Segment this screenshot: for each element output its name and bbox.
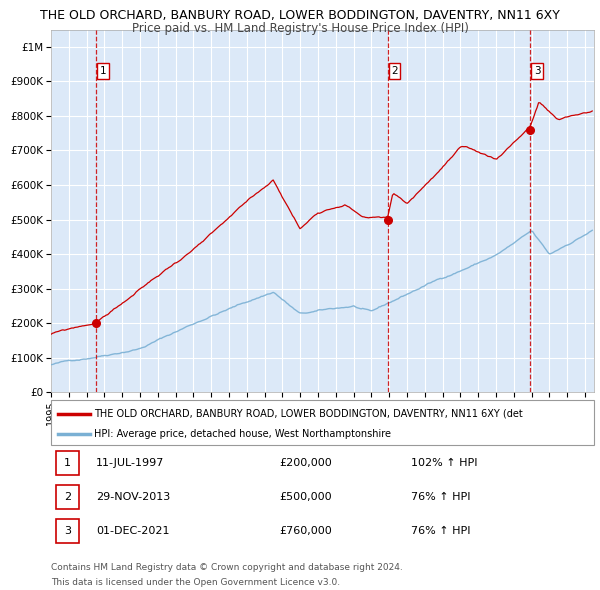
Text: 3: 3: [534, 66, 541, 76]
Text: 11-JUL-1997: 11-JUL-1997: [96, 458, 164, 468]
Text: 2: 2: [64, 492, 71, 502]
Text: 76% ↑ HPI: 76% ↑ HPI: [411, 492, 470, 502]
Text: £500,000: £500,000: [279, 492, 332, 502]
Text: THE OLD ORCHARD, BANBURY ROAD, LOWER BODDINGTON, DAVENTRY, NN11 6XY: THE OLD ORCHARD, BANBURY ROAD, LOWER BOD…: [40, 9, 560, 22]
Text: 1: 1: [64, 458, 71, 468]
Text: 76% ↑ HPI: 76% ↑ HPI: [411, 526, 470, 536]
Text: THE OLD ORCHARD, BANBURY ROAD, LOWER BODDINGTON, DAVENTRY, NN11 6XY (det: THE OLD ORCHARD, BANBURY ROAD, LOWER BOD…: [94, 409, 523, 419]
Text: 01-DEC-2021: 01-DEC-2021: [96, 526, 170, 536]
Text: 2: 2: [391, 66, 398, 76]
Text: 102% ↑ HPI: 102% ↑ HPI: [411, 458, 478, 468]
Text: 1: 1: [100, 66, 106, 76]
Text: Price paid vs. HM Land Registry's House Price Index (HPI): Price paid vs. HM Land Registry's House …: [131, 22, 469, 35]
Text: This data is licensed under the Open Government Licence v3.0.: This data is licensed under the Open Gov…: [51, 578, 340, 587]
Text: HPI: Average price, detached house, West Northamptonshire: HPI: Average price, detached house, West…: [94, 429, 391, 439]
Text: 29-NOV-2013: 29-NOV-2013: [96, 492, 170, 502]
Text: Contains HM Land Registry data © Crown copyright and database right 2024.: Contains HM Land Registry data © Crown c…: [51, 563, 403, 572]
Text: £760,000: £760,000: [279, 526, 332, 536]
Text: 3: 3: [64, 526, 71, 536]
Text: £200,000: £200,000: [279, 458, 332, 468]
